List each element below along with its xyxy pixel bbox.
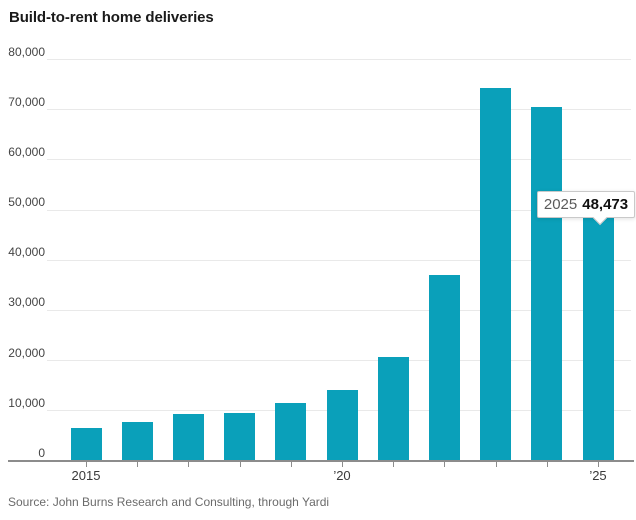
y-gridline — [47, 159, 631, 161]
bar-2023[interactable] — [480, 87, 512, 461]
bar-2018[interactable] — [224, 413, 256, 461]
y-axis-tick-label: 30,000 — [8, 295, 45, 310]
tooltip-value: 48,473 — [582, 196, 629, 213]
bar-2016[interactable] — [121, 421, 153, 461]
x-axis-tick-label: ’25 — [589, 468, 607, 483]
bar-2025[interactable] — [582, 217, 614, 461]
x-axis-tick — [86, 462, 87, 467]
y-axis-tick-label: 0 — [38, 446, 45, 460]
x-axis-tick — [598, 462, 599, 467]
bar-2020[interactable] — [326, 390, 358, 461]
x-axis-line — [8, 460, 634, 462]
x-axis-tick-label: 2015 — [71, 468, 101, 483]
chart-title: Build-to-rent home deliveries — [9, 9, 214, 26]
y-axis-tick-label: 60,000 — [8, 144, 45, 159]
x-axis-tick — [546, 462, 548, 467]
y-gridline — [47, 360, 631, 362]
y-gridline — [47, 209, 631, 211]
tooltip-year: 2025 — [543, 196, 578, 213]
y-axis-tick-label: 50,000 — [8, 195, 45, 210]
bar-2021[interactable] — [377, 356, 409, 461]
bar-2022[interactable] — [428, 275, 460, 461]
bar-2024[interactable] — [531, 107, 563, 461]
bar-2015[interactable] — [70, 428, 102, 461]
y-axis-tick-label: 80,000 — [8, 44, 45, 59]
x-axis-tick — [444, 462, 446, 467]
x-axis-tick — [188, 462, 190, 467]
x-axis-tick — [239, 462, 241, 467]
x-axis-tick — [393, 462, 395, 467]
y-gridline — [47, 59, 631, 60]
bar-2019[interactable] — [275, 403, 307, 461]
y-axis-tick-label: 10,000 — [8, 395, 45, 410]
bar-2017[interactable] — [172, 414, 204, 461]
y-gridline — [47, 309, 631, 311]
y-axis-tick-label: 40,000 — [8, 245, 45, 260]
y-gridline — [47, 259, 631, 261]
x-axis-tick-label: ’20 — [333, 468, 351, 483]
x-axis-tick — [290, 462, 292, 467]
x-axis-tick — [342, 462, 343, 467]
y-axis-tick-label: 20,000 — [8, 345, 45, 360]
y-axis-tick-label: 70,000 — [8, 94, 45, 109]
y-gridline — [47, 109, 631, 111]
source-note: Source: John Burns Research and Consulti… — [8, 495, 330, 509]
x-axis-tick — [137, 462, 139, 467]
tooltip: 2025 48,473 — [537, 191, 635, 225]
x-axis-tick — [495, 462, 497, 467]
